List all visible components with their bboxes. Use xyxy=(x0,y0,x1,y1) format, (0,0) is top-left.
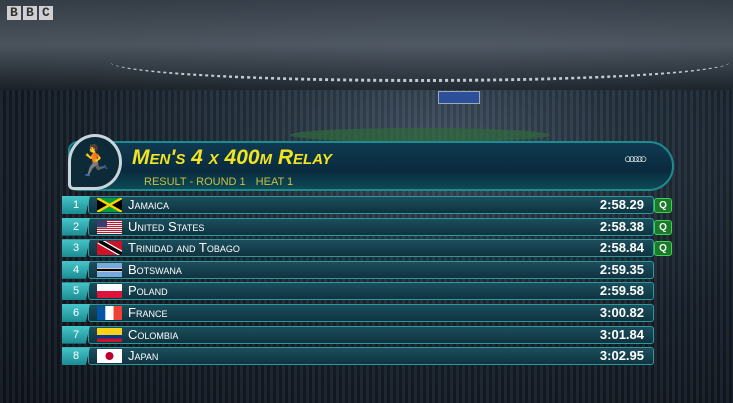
finish-time: 2:58.84 xyxy=(599,240,644,256)
result-row: 1 Jamaica 2:58.29 Q xyxy=(62,196,672,214)
row-bar xyxy=(88,196,654,214)
stadium-lights xyxy=(110,42,730,82)
round-label: RESULT - ROUND 1 xyxy=(144,176,246,188)
rank: 2 xyxy=(62,217,90,236)
rank: 4 xyxy=(62,260,90,279)
row-bar xyxy=(88,239,654,258)
result-row: 8 Japan 3:02.95 xyxy=(62,347,654,366)
row-bar xyxy=(88,325,654,344)
country-name: Poland xyxy=(128,283,168,299)
country-name: Colombia xyxy=(128,326,179,342)
finish-time: 2:58.29 xyxy=(599,197,644,212)
flag-botswana-icon xyxy=(97,262,122,277)
olympic-rings-icon: ○○○○○ xyxy=(624,151,647,166)
finish-time: 2:59.58 xyxy=(599,283,644,299)
result-row: 4 Botswana 2:59.35 xyxy=(62,260,654,279)
event-title: Men's 4 x 400m Relay xyxy=(132,146,332,169)
results-list: 1 Jamaica 2:58.29 Q 2 United States 2:58… xyxy=(62,196,672,369)
flag-trinidad-icon xyxy=(97,238,124,257)
row-bar xyxy=(88,347,654,366)
rank: 7 xyxy=(62,325,90,344)
row-bar xyxy=(88,217,654,236)
track-field xyxy=(290,128,550,142)
finish-time: 2:59.35 xyxy=(599,261,644,277)
row-bar xyxy=(88,282,654,301)
flag-colombia-icon xyxy=(97,327,122,342)
finish-time: 3:00.82 xyxy=(599,304,644,320)
qualified-badge: Q xyxy=(654,241,672,257)
result-row: 3 Trinidad and Tobago 2:58.84 Q xyxy=(62,238,672,258)
stadium-screen xyxy=(438,91,480,104)
rank: 3 xyxy=(62,239,90,258)
qualified-badge: Q xyxy=(654,219,672,235)
country-name: United States xyxy=(128,218,205,234)
finish-time: 2:58.38 xyxy=(599,218,644,234)
row-bar xyxy=(88,260,654,279)
row-bar xyxy=(88,303,654,322)
heat-label: HEAT 1 xyxy=(255,176,294,188)
result-row: 2 United States 2:58.38 Q xyxy=(62,217,672,236)
rank: 5 xyxy=(62,282,90,301)
country-name: Japan xyxy=(128,348,159,364)
result-row: 6 France 3:00.82 xyxy=(62,303,654,322)
country-name: France xyxy=(128,304,168,320)
bbc-logo: BBC xyxy=(7,6,55,20)
finish-time: 3:02.95 xyxy=(599,348,644,364)
rank: 6 xyxy=(62,303,90,322)
rank: 1 xyxy=(62,196,90,214)
result-row: 5 Poland 2:59.58 xyxy=(62,282,654,301)
flag-france-icon xyxy=(97,305,122,320)
flag-usa-icon xyxy=(97,219,122,234)
qualified-badge: Q xyxy=(654,198,672,213)
country-name: Trinidad and Tobago xyxy=(128,240,240,256)
event-subtitle: RESULT - ROUND 1 HEAT 1 xyxy=(144,176,303,188)
rank: 8 xyxy=(62,347,90,366)
flag-japan-icon xyxy=(97,349,122,364)
result-row: 7 Colombia 3:01.84 xyxy=(62,325,654,344)
country-name: Jamaica xyxy=(128,197,170,212)
results-header xyxy=(68,141,674,191)
finish-time: 3:01.84 xyxy=(599,326,644,342)
flag-poland-icon xyxy=(97,284,122,299)
athletics-pictogram-icon: 🏃 xyxy=(68,134,122,190)
country-name: Botswana xyxy=(128,261,182,277)
flag-jamaica-icon xyxy=(96,196,123,214)
